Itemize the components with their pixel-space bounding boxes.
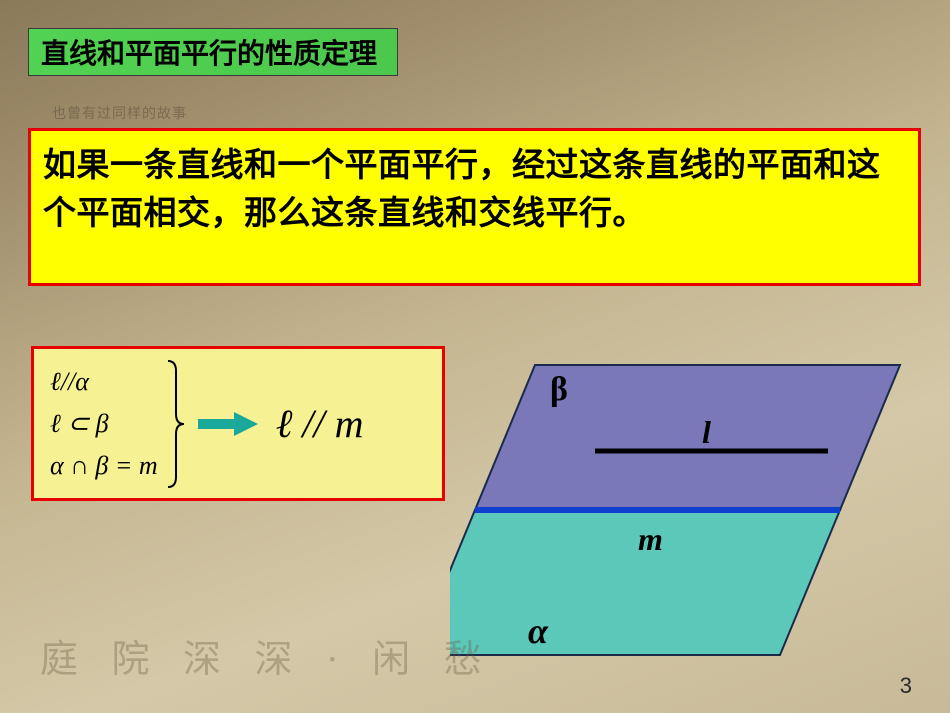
background-decoration-text: 庭 院 深 深 · 闲 愁 xyxy=(40,628,494,683)
formula-conditions: ℓ//α ℓ ⊂ β α ∩ β = m xyxy=(50,367,158,481)
condition-3: α ∩ β = m xyxy=(50,451,158,481)
title-bar: 直线和平面平行的性质定理 xyxy=(28,28,398,76)
theorem-text: 如果一条直线和一个平面平行，经过这条直线的平面和这个平面相交，那么这条直线和交线… xyxy=(43,146,881,231)
formula-box: ℓ//α ℓ ⊂ β α ∩ β = m ℓ // m xyxy=(31,346,445,501)
svg-text:α: α xyxy=(528,611,549,651)
condition-1: ℓ//α xyxy=(50,367,158,397)
svg-text:β: β xyxy=(550,371,568,408)
condition-2: ℓ ⊂ β xyxy=(50,409,158,439)
svg-text:l: l xyxy=(702,414,711,450)
subtitle-decoration: 也曾有过同样的故事 xyxy=(52,103,187,123)
formula-conclusion: ℓ // m xyxy=(276,400,364,447)
implies-arrow-icon xyxy=(198,412,258,436)
svg-text:m: m xyxy=(638,521,663,557)
page-number: 3 xyxy=(900,673,912,699)
planes-diagram: β l m α xyxy=(450,355,920,675)
slide-title: 直线和平面平行的性质定理 xyxy=(41,32,377,72)
right-brace-icon xyxy=(166,359,186,489)
theorem-box: 如果一条直线和一个平面平行，经过这条直线的平面和这个平面相交，那么这条直线和交线… xyxy=(28,128,921,286)
